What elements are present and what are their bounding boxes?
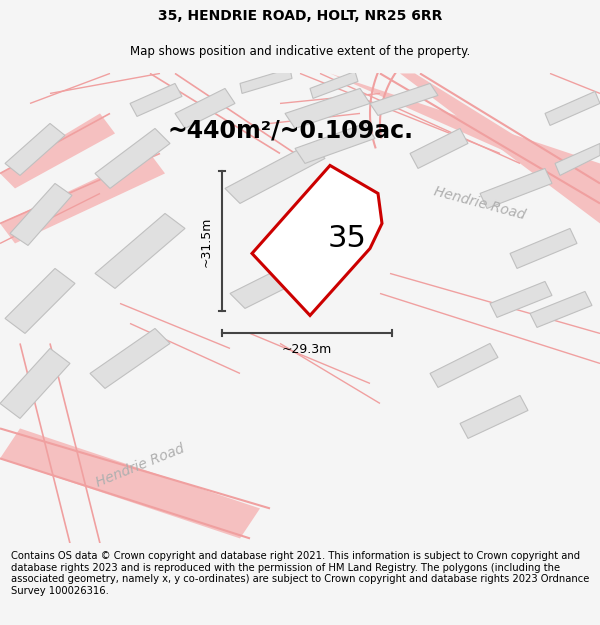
Polygon shape (0, 114, 115, 189)
Polygon shape (480, 168, 552, 209)
Polygon shape (400, 73, 600, 223)
Polygon shape (95, 129, 170, 189)
Text: 35: 35 (328, 224, 367, 253)
Polygon shape (0, 153, 165, 243)
Polygon shape (252, 166, 382, 316)
Polygon shape (460, 396, 528, 439)
Polygon shape (230, 254, 325, 308)
Polygon shape (225, 143, 325, 204)
Polygon shape (295, 124, 375, 163)
Polygon shape (330, 73, 600, 194)
Text: Contains OS data © Crown copyright and database right 2021. This information is : Contains OS data © Crown copyright and d… (11, 551, 589, 596)
Polygon shape (370, 83, 438, 116)
Polygon shape (0, 429, 260, 538)
Polygon shape (130, 83, 182, 116)
Polygon shape (430, 344, 498, 388)
Polygon shape (530, 291, 592, 328)
Text: ~31.5m: ~31.5m (199, 216, 212, 267)
Text: ~29.3m: ~29.3m (282, 343, 332, 356)
Polygon shape (5, 269, 75, 334)
Polygon shape (285, 88, 370, 129)
Polygon shape (545, 91, 600, 126)
Polygon shape (10, 184, 72, 246)
Polygon shape (555, 143, 600, 176)
Text: Map shows position and indicative extent of the property.: Map shows position and indicative extent… (130, 45, 470, 58)
Text: 35, HENDRIE ROAD, HOLT, NR25 6RR: 35, HENDRIE ROAD, HOLT, NR25 6RR (158, 9, 442, 23)
Polygon shape (95, 213, 185, 289)
Text: Hendrie Road: Hendrie Road (94, 441, 187, 489)
Polygon shape (510, 228, 577, 269)
Polygon shape (240, 68, 292, 93)
Polygon shape (90, 329, 170, 388)
Polygon shape (410, 129, 468, 168)
Polygon shape (5, 124, 65, 176)
Polygon shape (175, 88, 235, 129)
Polygon shape (310, 71, 358, 98)
Polygon shape (0, 349, 70, 419)
Text: Hendrie Road: Hendrie Road (433, 184, 527, 222)
Polygon shape (490, 281, 552, 318)
Text: ~440m²/~0.109ac.: ~440m²/~0.109ac. (167, 119, 413, 142)
